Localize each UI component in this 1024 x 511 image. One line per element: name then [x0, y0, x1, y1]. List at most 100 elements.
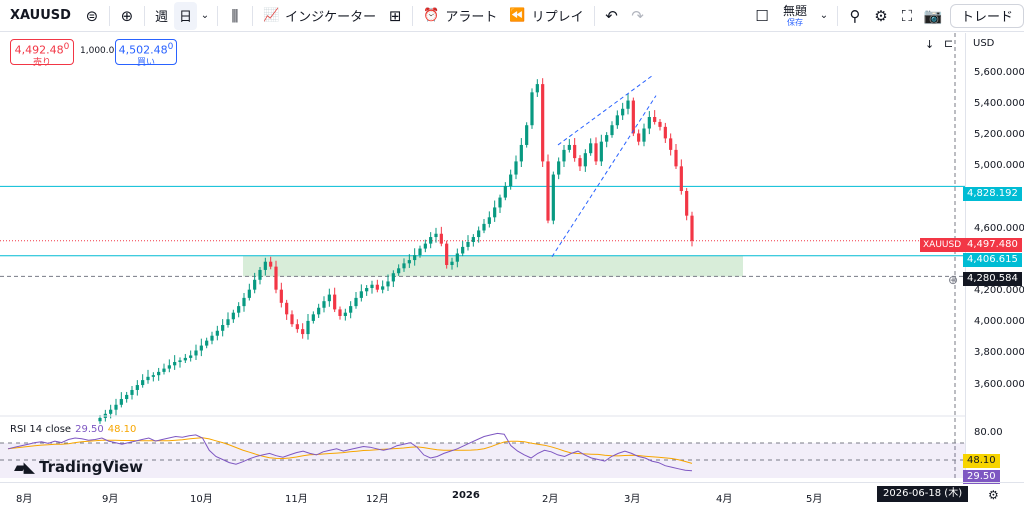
symbol-search-button[interactable]: XAUUSD: [10, 8, 71, 23]
candle-body: [253, 279, 257, 290]
candle-body: [306, 320, 310, 335]
layout-name-button[interactable]: 無題 保存: [775, 2, 815, 30]
candle-style-icon[interactable]: ⫼: [231, 6, 239, 25]
alarm-clock-icon: ⏰: [423, 8, 440, 23]
layout-chevron-icon[interactable]: ⌄: [819, 10, 829, 21]
rsi-name: RSI 14 close: [10, 424, 72, 435]
toolbar-divider: [251, 5, 253, 26]
candle-body: [439, 233, 443, 244]
candle-body: [338, 309, 342, 316]
candle-body: [391, 273, 395, 282]
crosshair-price-tag: 4,280.584: [963, 272, 1022, 286]
chart-area[interactable]: 4,492.480 売り 1,000.0 4,502.480 買い ↓ ⊏ US…: [0, 33, 1024, 511]
time-tick: 4月: [716, 494, 733, 505]
alert-button[interactable]: ⏰ アラート: [417, 2, 503, 30]
rsi-legend[interactable]: RSI 14 close 29.50 48.10: [10, 424, 136, 435]
time-tick: 8月: [16, 494, 33, 505]
symbol-price-tag: XAUUSD: [920, 238, 965, 252]
candle-body: [445, 243, 449, 265]
candle-body: [157, 371, 161, 376]
candle-body: [205, 340, 209, 346]
tradingview-mark-icon: ▰◣: [14, 458, 35, 476]
quick-search-icon[interactable]: ⚲: [849, 6, 861, 25]
candle-body: [455, 253, 459, 262]
replay-label: リプレイ: [531, 10, 584, 25]
candle-body: [375, 284, 379, 290]
sell-price: 4,492.48: [14, 43, 64, 57]
buy-price-sup: 0: [167, 42, 174, 52]
price-tick: 5,200.000: [974, 129, 1024, 140]
candle-body: [285, 302, 289, 315]
candle-body: [562, 149, 566, 162]
scale-icon[interactable]: ⊏: [944, 37, 954, 50]
price-tick: 4,200.000: [974, 285, 1024, 296]
candle-body: [482, 223, 486, 231]
brand-name: TradingView: [39, 458, 143, 476]
candle-body: [114, 404, 118, 410]
candle-body: [471, 237, 475, 242]
compare-icon[interactable]: ⊜: [85, 6, 99, 25]
candle-body: [354, 297, 358, 307]
fullscreen-icon[interactable]: ⛶: [901, 6, 913, 25]
candle-body: [247, 289, 251, 298]
add-symbol-icon[interactable]: ⊕: [120, 6, 134, 25]
sell-button[interactable]: 4,492.480 売り: [10, 39, 74, 68]
price-tick: 4,000.000: [974, 316, 1024, 327]
candle-body: [594, 143, 598, 162]
rsi-value: 29.50: [75, 424, 104, 435]
candle-body: [221, 325, 225, 331]
candle-body: [173, 362, 177, 366]
candle-body: [343, 312, 347, 316]
settings-gear-icon[interactable]: ⚙: [874, 6, 888, 25]
sell-label: 売り: [32, 57, 51, 68]
redo-icon[interactable]: ↷: [631, 6, 644, 25]
candle-body: [605, 135, 609, 142]
candle-body: [215, 330, 219, 336]
candle-body: [429, 237, 433, 244]
layout-name: 無題: [782, 3, 807, 18]
undo-icon[interactable]: ↶: [605, 6, 618, 25]
candle-body: [317, 307, 321, 315]
candle-body: [327, 294, 331, 302]
trade-button[interactable]: トレード: [949, 3, 1024, 28]
arrow-down-icon[interactable]: ↓: [925, 38, 935, 51]
axis-settings-gear-icon[interactable]: ⚙: [988, 488, 999, 502]
crosshair-plus-icon[interactable]: ⊕: [948, 273, 959, 287]
timeframe-day-button[interactable]: 日: [173, 1, 197, 30]
currency-label[interactable]: USD: [973, 38, 995, 49]
candle-body: [109, 409, 113, 414]
candle-body: [546, 161, 550, 221]
candle-body: [301, 329, 305, 335]
candle-body: [663, 126, 667, 139]
save-label: 保存: [786, 17, 803, 27]
camera-icon[interactable]: 📷: [923, 6, 943, 25]
candle-body: [509, 174, 513, 187]
candle-body: [167, 365, 171, 369]
tradingview-logo[interactable]: ▰◣ TradingView: [14, 458, 143, 476]
timeframe-week-button[interactable]: 週: [154, 10, 168, 25]
candle-body: [503, 186, 507, 198]
candle-body: [530, 92, 534, 126]
indicators-button[interactable]: 📈 インジケーター: [257, 2, 382, 30]
toolbar-divider: [216, 5, 218, 26]
candle-body: [231, 312, 235, 320]
replay-button[interactable]: ⏪ リプレイ: [503, 2, 589, 30]
price-chart-canvas[interactable]: [0, 33, 965, 482]
toolbar-divider: [143, 5, 145, 26]
upper-line-price-tag: 4,828.192: [963, 187, 1022, 201]
indicators-label: インジケーター: [285, 10, 377, 25]
candle-body: [610, 125, 614, 136]
candle-body: [514, 161, 518, 175]
time-tick: 12月: [366, 494, 389, 505]
candle-body: [349, 306, 353, 313]
layout-checkbox-icon[interactable]: ☐: [755, 6, 769, 25]
time-axis[interactable]: 8月 9月 10月 11月 12月 2026 2月 3月 4月 5月 2026-…: [0, 482, 1024, 511]
toolbar-divider: [108, 5, 110, 26]
templates-icon[interactable]: ⊞: [388, 6, 402, 25]
candle-body: [679, 166, 683, 191]
lower-line-price-tag: 4,406.615: [963, 253, 1022, 267]
candle-body: [487, 217, 491, 224]
buy-button[interactable]: 4,502.480 買い: [115, 39, 177, 68]
candle-body: [402, 263, 406, 269]
chevron-down-icon[interactable]: ⌄: [200, 10, 210, 21]
